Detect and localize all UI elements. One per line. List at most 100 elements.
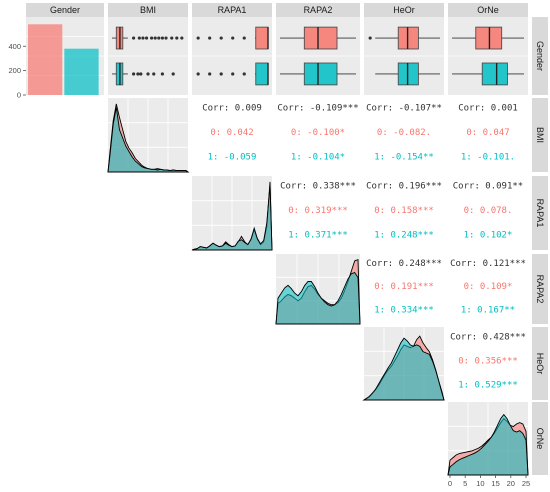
box-group-1 [303,62,338,86]
corr-group-0: 0: 0.319*** [288,206,348,216]
corr-group-0: 0: 0.047 [466,128,509,138]
col-strip-label: BMI [140,5,156,15]
outlier-point [157,36,161,40]
col-strip-label: Gender [50,5,80,15]
outlier-point [175,36,179,40]
box-group-1 [255,62,269,86]
row-strip-label: RAPA2 [535,275,545,304]
outlier-point [132,72,136,76]
corr-group-0: 0: 0.356*** [458,357,518,367]
col-strip-heor [364,3,444,17]
box-group-0 [475,26,503,50]
corr-overall: Corr: -0.109*** [277,104,358,114]
outlier-point [144,36,149,40]
row-strip-label: RAPA1 [535,199,545,228]
row-strip-label: HeOr [535,353,545,375]
box-group-1 [397,62,419,86]
corr-overall: Corr: -0.107** [366,104,442,114]
corr-overall: Corr: 0.428*** [450,332,526,342]
outlier-point [196,36,200,40]
density-group-1 [275,271,361,325]
row-strip-gender [532,17,548,95]
col-strip-rapa1 [192,3,272,17]
x-tick-label: 15 [491,479,499,488]
corr-overall: Corr: 0.248*** [366,259,442,269]
corr-group-1: 1: 0.371*** [288,230,348,240]
density-group-1 [447,413,529,476]
corr-group-1: 1: 0.167** [461,305,515,315]
density-group-1 [191,185,273,251]
outlier-point [170,36,174,40]
row-strip-label: BMI [535,127,545,143]
outlier-point [152,72,156,76]
bar-gender-0 [28,24,63,95]
row-strip-heor [532,327,548,400]
axis-ticks: 0 200 400 0 5 10 15 20 25 [8,42,530,488]
corr-overall: Corr: 0.091** [453,182,523,192]
box-group-0 [303,26,338,50]
facet-strips: Gender BMI RAPA1 RAPA2 HeOr OrNe Gender BMI RAPA… [26,3,548,475]
outlier-point [164,36,168,40]
x-tick-label: 25 [522,479,530,488]
x-tick-label: 5 [463,479,467,488]
outlier-point [132,36,136,40]
density-group-1 [362,337,445,401]
x-tick-label: 20 [507,479,515,488]
outlier-point [219,72,223,76]
box-group-0 [397,26,419,50]
col-strip-label: RAPA2 [304,5,333,15]
outlier-point [242,36,246,40]
outlier-point [160,36,164,40]
col-strip-label: RAPA1 [218,5,247,15]
outlier-point [160,72,164,76]
corr-group-0: 0: 0.078. [464,206,513,216]
outlier-point [231,36,235,40]
corr-group-0: 0: -0.082. [377,128,431,138]
corr-group-0: 0: 0.158*** [374,206,434,216]
corr-group-1: 1: 0.248*** [374,230,434,240]
outlier-point [141,36,145,40]
row-strip-label: Gender [535,41,545,71]
outlier-point [180,36,184,40]
corr-overall: Corr: 0.338*** [280,182,356,192]
corr-group-1: 1: -0.104* [291,152,345,162]
outlier-point [196,72,200,76]
y-tick-label: 200 [8,66,21,75]
corr-group-0: 0: 0.109* [464,282,513,292]
corr-overall: Corr: 0.196*** [366,182,442,192]
box-group-0 [255,26,269,50]
y-tick-label: 400 [8,42,21,51]
outlier-point [146,72,150,76]
corr-group-1: 1: -0.154** [374,152,434,162]
row-strip-orne [532,402,548,475]
outlier-point [139,72,143,76]
box-group-1 [481,62,508,86]
bar-gender-1 [64,48,99,95]
corr-group-1: 1: -0.101. [461,152,515,162]
col-strip-gender [26,3,104,17]
outlier-point [242,72,246,76]
outlier-point [153,36,157,40]
x-tick-label: 0 [448,479,452,488]
corr-overall: Corr: 0.121*** [450,259,526,269]
outlier-point [219,36,223,40]
outlier-point [231,72,235,76]
row-strip-rapa1 [532,176,548,250]
corr-overall: Corr: 0.009 [202,104,262,114]
outlier-point [171,72,175,76]
corr-group-1: 1: -0.059 [208,152,257,162]
row-strip-rapa2 [532,254,548,324]
outlier-point [208,36,212,40]
outlier-point [136,72,140,76]
y-tick-label: 0 [17,91,21,100]
outlier-point [208,72,212,76]
col-strip-rapa2 [276,3,360,17]
density-group-1 [107,107,190,173]
row-strip-bmi [532,98,548,172]
x-tick-label: 10 [476,479,484,488]
corr-group-1: 1: 0.334*** [374,305,434,315]
corr-group-1: 1: 0.102* [464,230,513,240]
outlier-point [368,36,372,40]
outlier-point [137,36,141,40]
